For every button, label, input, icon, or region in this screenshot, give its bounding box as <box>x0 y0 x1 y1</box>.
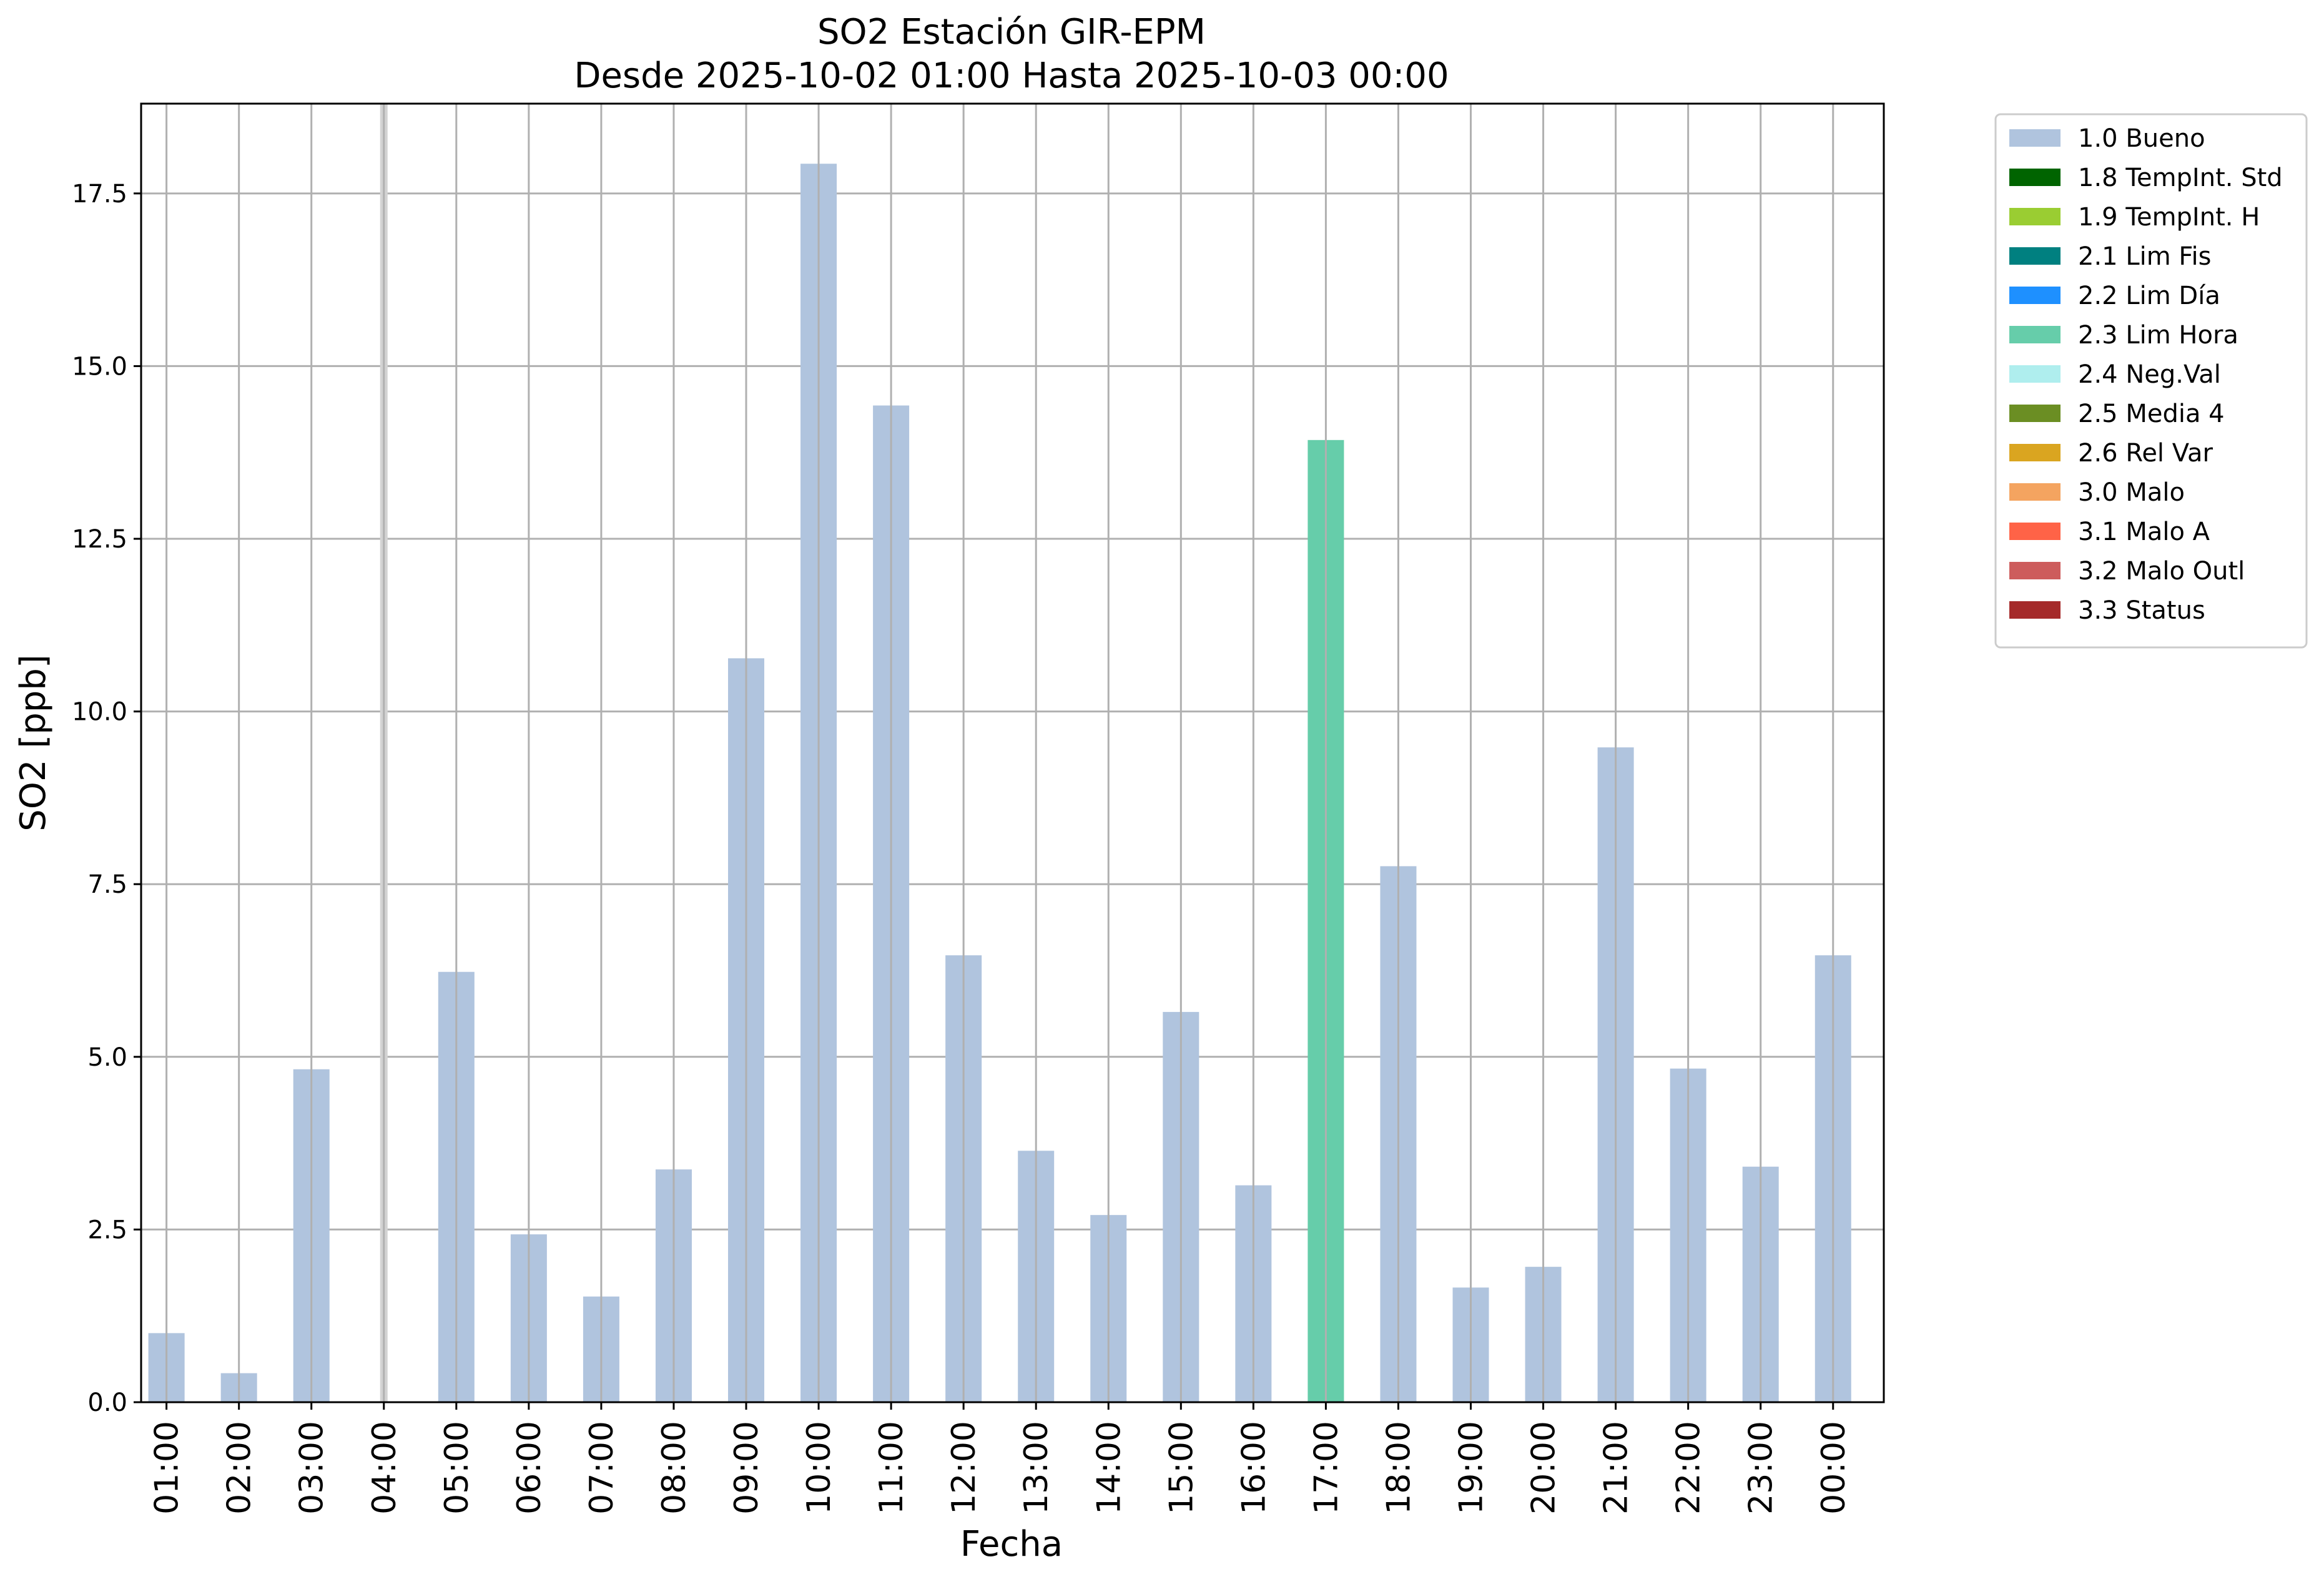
x-tick-label: 03:00 <box>293 1421 331 1515</box>
x-tick-label: 11:00 <box>873 1421 910 1515</box>
legend-label: 3.3 Status <box>2078 596 2205 625</box>
x-tick-label: 05:00 <box>438 1421 476 1515</box>
x-axis-label: Fecha <box>960 1524 1063 1565</box>
x-tick-label: 18:00 <box>1380 1421 1417 1515</box>
y-tick-label: 0.0 <box>87 1388 127 1417</box>
legend-label: 2.2 Lim Día <box>2078 282 2220 310</box>
x-tick-label: 01:00 <box>149 1421 186 1515</box>
legend-label: 1.0 Bueno <box>2078 124 2205 153</box>
legend-label: 1.8 TempInt. Std <box>2078 164 2283 192</box>
legend-swatch <box>2009 405 2061 422</box>
legend-label: 2.1 Lim Fis <box>2078 242 2211 271</box>
legend-swatch <box>2009 169 2061 186</box>
y-tick-label: 15.0 <box>72 352 127 381</box>
legend-label: 2.6 Rel Var <box>2078 439 2213 468</box>
x-tick-label: 12:00 <box>945 1421 983 1515</box>
legend-label: 2.3 Lim Hora <box>2078 321 2238 350</box>
x-tick-label: 14:00 <box>1090 1421 1128 1515</box>
legend-swatch <box>2009 523 2061 540</box>
legend-swatch <box>2009 287 2061 304</box>
x-tick-label: 15:00 <box>1163 1421 1200 1515</box>
x-tick-label: 06:00 <box>511 1421 548 1515</box>
legend-swatch <box>2009 208 2061 225</box>
chart-title: SO2 Estación GIR-EPM <box>817 12 1206 52</box>
x-tick-label: 13:00 <box>1018 1421 1055 1515</box>
x-tick-label: 07:00 <box>583 1421 621 1515</box>
x-axis-ticks: 01:00 02:00 03:00 04:00 05:00 06:00 07:00 08:00… <box>149 1402 1853 1515</box>
legend-label: 3.1 Malo A <box>2078 518 2210 546</box>
y-tick-label: 12.5 <box>72 525 127 554</box>
legend-box <box>1994 113 2308 649</box>
legend-label: 3.2 Malo Outl <box>2078 557 2245 586</box>
legend-label: 1.9 TempInt. H <box>2078 203 2260 232</box>
legend-swatch <box>2009 601 2061 619</box>
x-tick-label: 17:00 <box>1307 1421 1345 1515</box>
x-tick-label: 04:00 <box>366 1421 403 1515</box>
y-tick-label: 17.5 <box>72 180 127 209</box>
y-tick-label: 10.0 <box>72 698 127 727</box>
legend-swatch <box>2009 444 2061 461</box>
x-tick-label: 20:00 <box>1525 1421 1563 1515</box>
legend-label: 2.4 Neg.Val <box>2078 360 2221 389</box>
x-tick-label: 22:00 <box>1670 1421 1708 1515</box>
legend-swatch <box>2009 365 2061 383</box>
legend: 1.0 Bueno 1.8 TempInt. Std 1.9 TempInt. H 2… <box>1994 113 2308 649</box>
x-tick-label: 02:00 <box>221 1421 258 1515</box>
x-tick-label: 16:00 <box>1235 1421 1273 1515</box>
y-tick-label: 5.0 <box>87 1043 127 1072</box>
x-tick-label: 23:00 <box>1743 1421 1780 1515</box>
bars <box>148 104 1851 1402</box>
legend-swatch <box>2009 247 2061 265</box>
y-tick-label: 7.5 <box>87 870 127 899</box>
y-axis-ticks: 0.0 2.5 5.0 7.5 10.0 12.5 15.0 17.5 <box>72 180 141 1417</box>
x-tick-label: 19:00 <box>1453 1421 1490 1515</box>
chart-subtitle: Desde 2025-10-02 01:00 Hasta 2025-10-03 … <box>574 56 1449 96</box>
legend-swatch <box>2009 483 2061 501</box>
x-tick-label: 00:00 <box>1815 1421 1853 1515</box>
legend-label: 2.5 Media 4 <box>2078 400 2225 428</box>
y-axis-label: SO2 [ppb] <box>13 654 54 831</box>
y-tick-label: 2.5 <box>87 1216 127 1244</box>
x-tick-label: 08:00 <box>656 1421 693 1515</box>
legend-swatch <box>2009 326 2061 343</box>
legend-swatch <box>2009 129 2061 147</box>
legend-label: 3.0 Malo <box>2078 478 2185 507</box>
legend-swatch <box>2009 562 2061 579</box>
x-tick-label: 21:00 <box>1598 1421 1635 1515</box>
x-tick-label: 10:00 <box>800 1421 838 1515</box>
plot-frame <box>140 102 1885 1403</box>
x-tick-label: 09:00 <box>728 1421 766 1515</box>
